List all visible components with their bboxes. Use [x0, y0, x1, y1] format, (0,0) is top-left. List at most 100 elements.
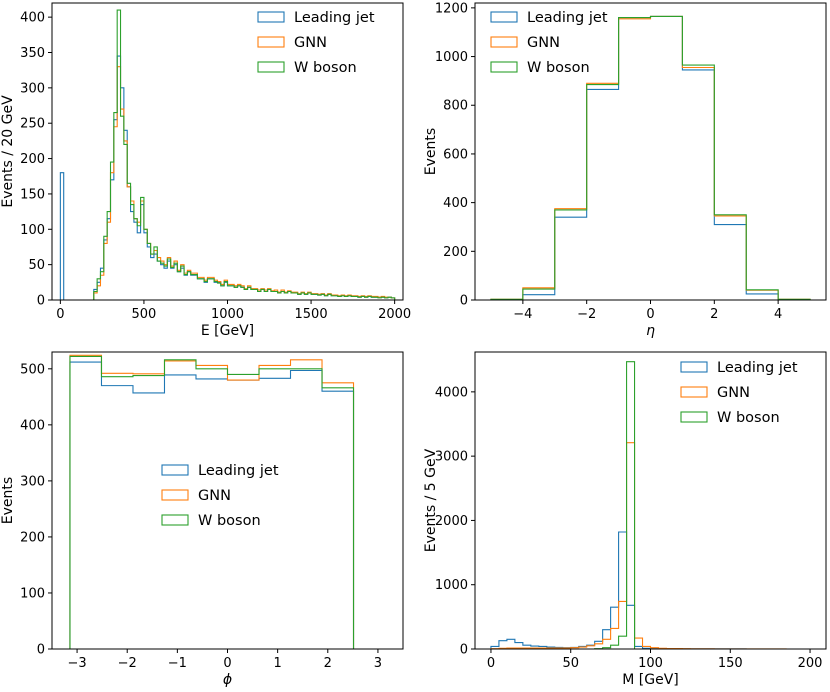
legend: Leading jet GNN W boson: [161, 463, 279, 529]
y-axis-label: Events / 5 GeV: [423, 448, 439, 552]
histogram-series-wboson: [69, 355, 355, 649]
legend-swatch-wboson: [490, 61, 518, 73]
histogram-series-leading: [69, 361, 355, 649]
x-axis-label: η: [646, 323, 655, 339]
y-tick-label: 500: [20, 362, 45, 377]
x-tick-label: 1500: [295, 307, 328, 322]
y-tick-label: 4000: [435, 385, 468, 400]
y-tick-label: 1000: [435, 50, 468, 65]
x-tick-label: 1: [274, 656, 282, 671]
legend-label-leading: Leading jet: [527, 10, 608, 26]
y-axis-label: Events: [423, 128, 439, 175]
x-tick-label: 2: [324, 656, 332, 671]
histogram-series-leading: [490, 15, 811, 300]
y-tick-label: 150: [20, 187, 45, 202]
x-axis-label: ϕ: [223, 672, 232, 688]
y-tick-label: 200: [20, 152, 45, 167]
x-tick-label: 0: [487, 656, 495, 671]
y-tick-label: 800: [443, 99, 468, 114]
y-tick-label: 1000: [435, 578, 468, 593]
legend-swatch-wboson: [257, 61, 285, 73]
legend-swatch-wboson: [161, 514, 189, 526]
histogram-series-wboson: [490, 15, 811, 300]
y-tick-label: 0: [37, 294, 45, 309]
x-tick-label: 2000: [378, 307, 411, 322]
y-tick-label: 400: [20, 418, 45, 433]
x-tick-label: −4: [513, 307, 532, 322]
axes-frame: [51, 2, 404, 301]
x-tick-label: −1: [168, 656, 187, 671]
histogram-series-wboson: [60, 9, 396, 300]
y-tick-label: 0: [460, 294, 468, 309]
x-axis-label: M [GeV]: [622, 672, 679, 688]
legend-swatch-leading: [490, 11, 518, 23]
x-tick-label: 0: [646, 307, 654, 322]
y-tick-label: 3000: [435, 450, 468, 465]
legend: Leading jet GNN W boson: [490, 10, 608, 76]
legend-swatch-gnn: [490, 36, 518, 48]
x-tick-label: −2: [118, 656, 137, 671]
y-tick-label: 100: [20, 586, 45, 601]
legend-label-gnn: GNN: [527, 35, 560, 51]
histogram-series-gnn: [490, 15, 811, 300]
x-tick-label: 200: [798, 656, 823, 671]
legend: Leading jet GNN W boson: [680, 360, 798, 426]
histogram-series-gnn: [490, 442, 811, 649]
legend-swatch-gnn: [161, 489, 189, 501]
energy-histogram-panel: 0 500 1000 1500 2000 0 50 100 150 200 250 300 350 400…: [0, 2, 411, 339]
legend-label-wboson: W boson: [527, 60, 590, 76]
legend-label-wboson: W boson: [294, 60, 357, 76]
x-tick-label: 50: [562, 656, 579, 671]
axes-frame: [474, 351, 827, 650]
y-axis-label: Events / 20 GeV: [0, 95, 16, 208]
legend-swatch-leading: [161, 464, 189, 476]
y-tick-label: 100: [20, 223, 45, 238]
y-tick-label: 200: [443, 245, 468, 260]
legend-label-leading: Leading jet: [294, 10, 375, 26]
x-tick-label: 0: [223, 656, 231, 671]
x-axis-label: E [GeV]: [201, 323, 254, 339]
legend-label-wboson: W boson: [717, 410, 780, 426]
y-tick-label: 1200: [435, 1, 468, 16]
histogram-series-gnn: [69, 354, 355, 649]
y-axis-label: Events: [0, 477, 16, 524]
legend-label-wboson: W boson: [198, 513, 261, 529]
y-tick-label: 2000: [435, 514, 468, 529]
y-tick-label: 600: [443, 147, 468, 162]
x-tick-label: 1000: [211, 307, 244, 322]
y-tick-label: 250: [20, 117, 45, 132]
y-tick-label: 300: [20, 81, 45, 96]
histogram-series-wboson: [490, 361, 811, 649]
legend-swatch-gnn: [680, 386, 708, 398]
legend-swatch-leading: [680, 361, 708, 373]
x-tick-label: 4: [774, 307, 782, 322]
x-tick-label: 100: [638, 656, 663, 671]
phi-histogram-panel: −3 −2 −1 0 1 2 3 0 100 200 300 400 500 ϕ Events Leading…: [0, 351, 404, 688]
y-tick-label: 300: [20, 474, 45, 489]
histogram-series-leading: [490, 531, 811, 649]
legend-label-gnn: GNN: [717, 385, 750, 401]
x-tick-label: 3: [374, 656, 382, 671]
legend-label-leading: Leading jet: [198, 463, 279, 479]
x-tick-label: 150: [718, 656, 743, 671]
legend-label-leading: Leading jet: [717, 360, 798, 376]
legend: Leading jet GNN W boson: [257, 10, 375, 76]
legend-swatch-gnn: [257, 36, 285, 48]
y-tick-label: 400: [443, 196, 468, 211]
y-tick-label: 200: [20, 530, 45, 545]
legend-label-gnn: GNN: [198, 488, 231, 504]
legend-label-gnn: GNN: [294, 35, 327, 51]
x-tick-label: 2: [710, 307, 718, 322]
y-tick-label: 0: [37, 643, 45, 658]
x-tick-label: −2: [577, 307, 596, 322]
y-tick-label: 0: [460, 643, 468, 658]
y-tick-label: 400: [20, 11, 45, 26]
eta-histogram-panel: −4 −2 0 2 4 0 200 400 600 800 1000 1200 η Events Leadi…: [423, 1, 827, 339]
x-tick-label: −3: [67, 656, 86, 671]
legend-swatch-wboson: [680, 411, 708, 423]
y-tick-label: 350: [20, 46, 45, 61]
y-tick-label: 50: [28, 258, 45, 273]
x-tick-label: 500: [132, 307, 157, 322]
